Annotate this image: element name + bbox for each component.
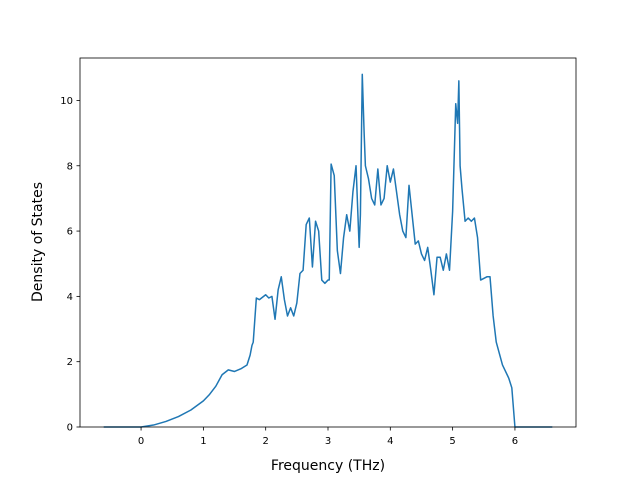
y-tick-label: 8 <box>67 161 73 172</box>
y-tick-label: 4 <box>67 292 73 303</box>
y-tick-label: 6 <box>67 227 73 238</box>
series-line-0 <box>103 73 553 428</box>
x-tick-label: 1 <box>200 436 206 447</box>
x-tick-label: 0 <box>138 436 144 447</box>
x-axis-ticks: 0 1 2 3 4 5 6 <box>138 427 518 447</box>
x-tick-label: 4 <box>387 436 393 447</box>
x-axis-label: Frequency (THz) <box>271 458 385 474</box>
x-tick-label: 2 <box>263 436 269 447</box>
y-tick-label: 10 <box>60 96 73 107</box>
y-tick-label: 0 <box>67 423 73 434</box>
x-tick-label: 6 <box>512 436 518 447</box>
y-axis-label: Density of States <box>30 182 46 302</box>
y-tick-label: 2 <box>67 357 73 368</box>
x-tick-label: 5 <box>449 436 455 447</box>
x-tick-label: 3 <box>325 436 331 447</box>
y-axis-ticks: 0 2 4 6 8 10 <box>60 96 80 434</box>
